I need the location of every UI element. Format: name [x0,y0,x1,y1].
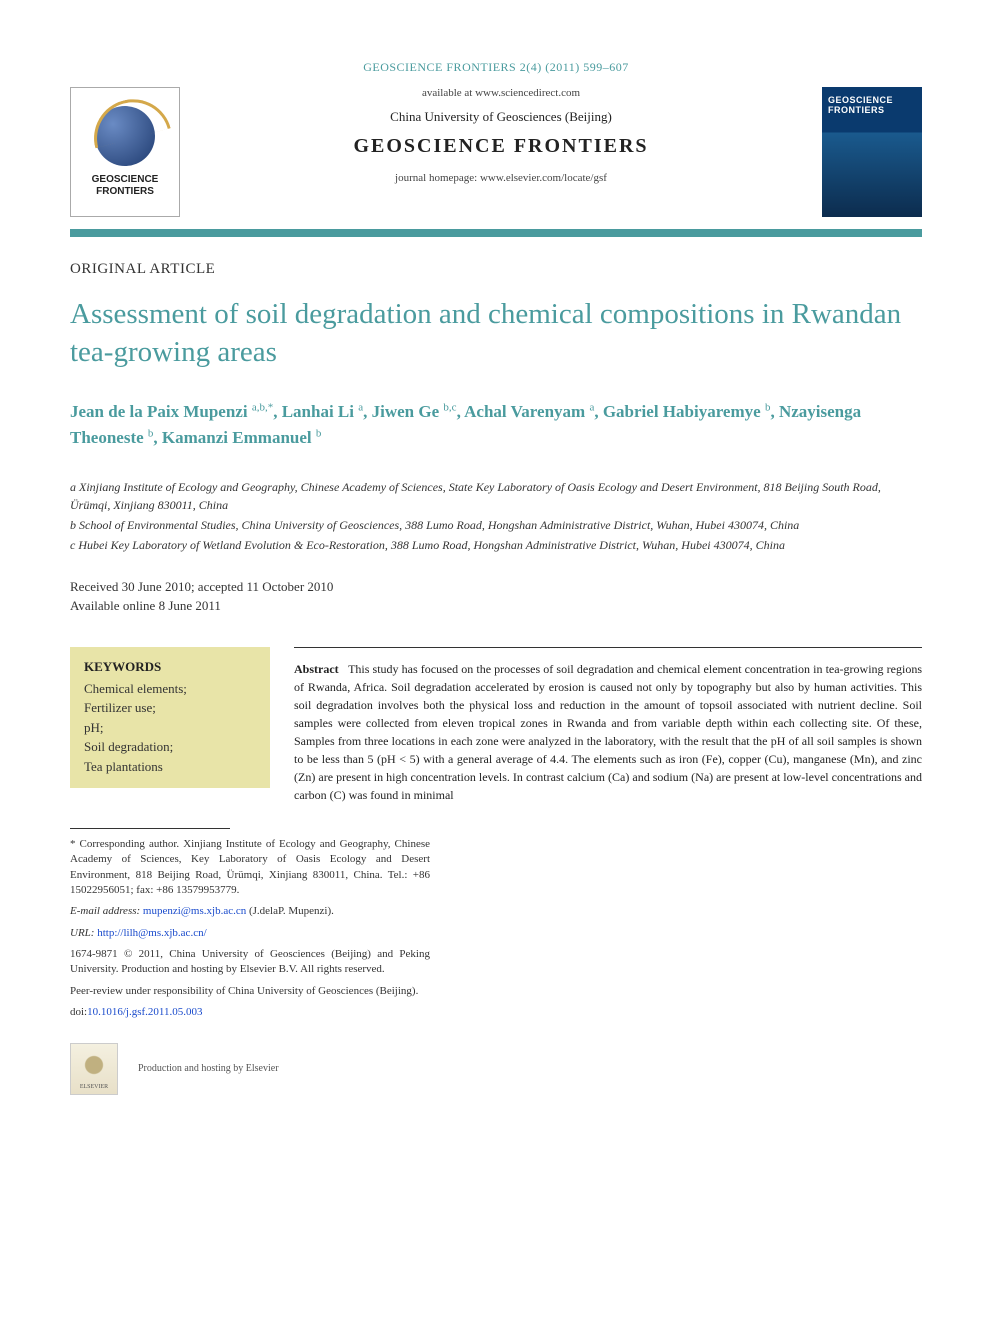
peer-review: Peer-review under responsibility of Chin… [70,984,430,999]
doi-link[interactable]: 10.1016/j.gsf.2011.05.003 [87,1006,202,1018]
url-label: URL: [70,927,94,939]
masthead-center: available at www.sciencedirect.com China… [180,87,822,184]
article-type: ORIGINAL ARTICLE [70,261,922,278]
journal-name: GEOSCIENCE FRONTIERS [200,135,802,158]
abstract-column: Abstract This study has focused on the p… [294,647,922,804]
page: GEOSCIENCE FRONTIERS 2(4) (2011) 599–607… [0,0,992,1135]
cover-title: GEOSCIENCE FRONTIERS [828,95,916,115]
doi-label: doi: [70,1006,87,1018]
keywords-heading: KEYWORDS [84,659,256,675]
keywords-box: KEYWORDS Chemical elements;Fertilizer us… [70,647,270,789]
affiliations: a Xinjiang Institute of Ecology and Geog… [70,478,922,554]
footnotes: * Corresponding author. Xinjiang Institu… [70,837,430,1095]
abstract-text: Abstract This study has focused on the p… [294,660,922,804]
affiliation-c: c Hubei Key Laboratory of Wetland Evolut… [70,536,922,554]
email-label: E-mail address: [70,905,140,917]
running-head: GEOSCIENCE FRONTIERS 2(4) (2011) 599–607 [70,60,922,75]
globe-icon [95,106,155,166]
received-accepted: Received 30 June 2010; accepted 11 Octob… [70,578,922,596]
keywords-list: Chemical elements;Fertilizer use;pH;Soil… [84,679,256,777]
university-name: China University of Geosciences (Beijing… [200,109,802,125]
elsevier-logo-icon: ELSEVIER [70,1043,118,1095]
journal-cover-thumbnail: GEOSCIENCE FRONTIERS [822,87,922,217]
available-at: available at www.sciencedirect.com [200,87,802,99]
corresponding-author: * Corresponding author. Xinjiang Institu… [70,837,430,899]
affiliation-a: a Xinjiang Institute of Ecology and Geog… [70,478,922,514]
abstract-body: This study has focused on the processes … [294,662,922,802]
abstract-row: KEYWORDS Chemical elements;Fertilizer us… [70,647,922,804]
logo-left-text: GEOSCIENCE FRONTIERS [79,174,171,198]
url-line: URL: http://lilh@ms.xjb.ac.cn/ [70,926,430,941]
email-suffix: (J.delaP. Mupenzi). [249,905,334,917]
email-line: E-mail address: mupenzi@ms.xjb.ac.cn (J.… [70,904,430,919]
article-dates: Received 30 June 2010; accepted 11 Octob… [70,578,922,614]
article-title: Assessment of soil degradation and chemi… [70,296,922,371]
issn-copyright: 1674-9871 © 2011, China University of Ge… [70,947,430,978]
doi-line: doi:10.1016/j.gsf.2011.05.003 [70,1005,430,1020]
divider-rule [70,229,922,237]
header-row: GEOSCIENCE FRONTIERS available at www.sc… [70,87,922,217]
email-link[interactable]: mupenzi@ms.xjb.ac.cn [143,905,246,917]
footnote-rule [70,828,230,829]
elsevier-logo-caption: ELSEVIER [80,1083,108,1091]
available-online: Available online 8 June 2011 [70,597,922,615]
journal-homepage: journal homepage: www.elsevier.com/locat… [200,172,802,184]
affiliation-b: b School of Environmental Studies, China… [70,516,922,534]
url-link[interactable]: http://lilh@ms.xjb.ac.cn/ [97,927,206,939]
author-list: Jean de la Paix Mupenzi a,b,*, Lanhai Li… [70,399,922,450]
abstract-label: Abstract [294,662,339,676]
elsevier-block: ELSEVIER Production and hosting by Elsev… [70,1043,430,1095]
elsevier-hosting-text: Production and hosting by Elsevier [138,1062,279,1076]
journal-logo-left: GEOSCIENCE FRONTIERS [70,87,180,217]
